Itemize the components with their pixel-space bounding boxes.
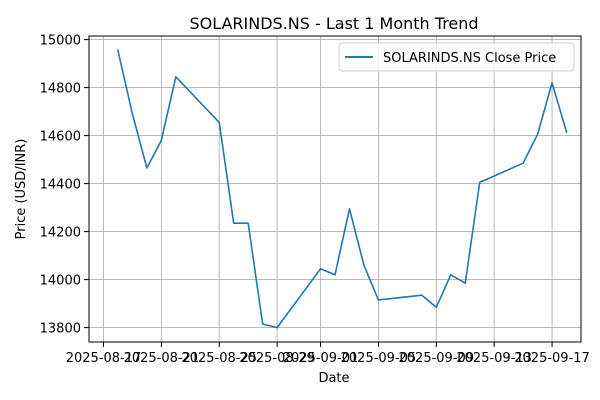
chart-title: SOLARINDS.NS - Last 1 Month Trend bbox=[189, 14, 478, 33]
legend: SOLARINDS.NS Close Price bbox=[338, 42, 575, 72]
x-tick-label: 2025-09-09 bbox=[399, 351, 475, 366]
y-axis-label: Price (USD/INR) bbox=[14, 139, 29, 240]
legend-label-close-price: SOLARINDS.NS Close Price bbox=[383, 51, 556, 66]
y-tick-label: 14200 bbox=[40, 226, 81, 241]
x-tick-label: 2025-08-21 bbox=[124, 351, 200, 366]
x-tick-label: 2025-08-29 bbox=[239, 351, 315, 366]
y-axis-ticks: 13800 14000 14200 14400 14600 14800 15000 bbox=[40, 34, 89, 337]
x-axis-ticks: 2025-08-172025-08-212025-08-252025-08-29… bbox=[66, 342, 590, 366]
series-layer bbox=[116, 49, 568, 329]
x-tick-label: 2025-09-05 bbox=[341, 351, 417, 366]
x-tick-label: 2025-09-17 bbox=[514, 351, 590, 366]
grid bbox=[89, 36, 581, 342]
plot-frame bbox=[88, 35, 582, 343]
y-tick-label: 14000 bbox=[40, 274, 81, 289]
x-tick-label: 2025-09-01 bbox=[283, 351, 359, 366]
y-tick-label: 14400 bbox=[40, 178, 81, 193]
legend-box bbox=[338, 42, 575, 72]
y-tick-label: 15000 bbox=[40, 34, 81, 49]
series-line-close-price bbox=[116, 49, 568, 329]
y-tick-label: 14800 bbox=[40, 82, 81, 97]
x-tick-label: 2025-08-25 bbox=[181, 351, 257, 366]
x-tick-label: 2025-09-13 bbox=[456, 351, 532, 366]
x-tick-label: 2025-08-17 bbox=[66, 351, 142, 366]
y-tick-label: 14600 bbox=[40, 130, 81, 145]
x-axis-label: Date bbox=[318, 371, 349, 386]
y-tick-label: 13800 bbox=[40, 322, 81, 337]
